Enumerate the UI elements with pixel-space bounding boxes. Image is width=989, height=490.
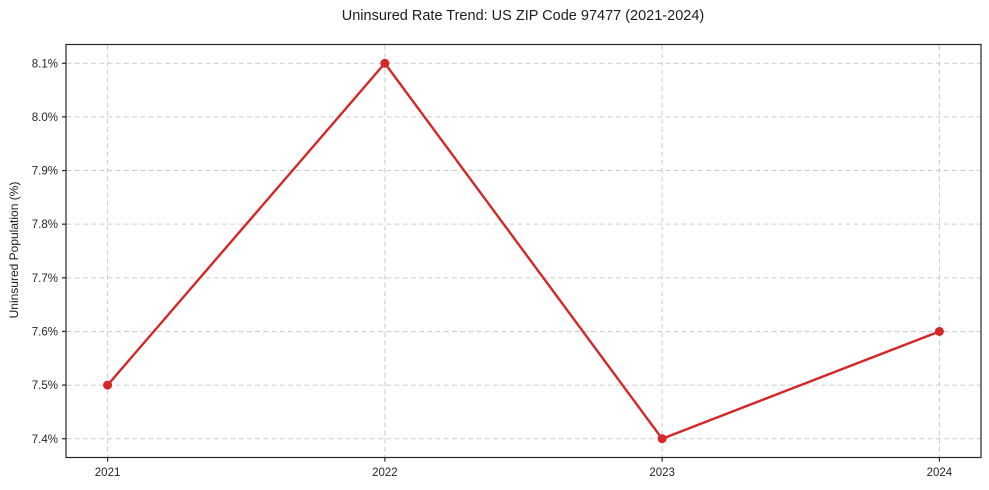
data-point-marker	[380, 58, 390, 68]
x-tick-label: 2021	[95, 467, 121, 479]
data-point-marker	[657, 434, 667, 444]
y-tick-label: 7.9%	[32, 166, 58, 178]
y-tick-label: 7.8%	[32, 219, 58, 231]
series-line	[106, 62, 941, 440]
y-tick-label: 7.5%	[32, 380, 58, 392]
x-tick-label: 2022	[372, 467, 398, 479]
y-tick-label: 8.1%	[32, 58, 58, 70]
x-tick-label: 2024	[927, 467, 953, 479]
y-tick-label: 8.0%	[32, 112, 58, 124]
plot-border	[65, 43, 982, 459]
data-point-marker	[103, 380, 113, 390]
y-tick-label: 7.4%	[32, 434, 58, 446]
x-tick-label: 2023	[649, 467, 675, 479]
y-tick-label: 7.7%	[32, 273, 58, 285]
data-point-marker	[934, 326, 944, 336]
chart-title: Uninsured Rate Trend: US ZIP Code 97477 …	[341, 8, 705, 24]
y-tick-label: 7.6%	[32, 326, 58, 338]
